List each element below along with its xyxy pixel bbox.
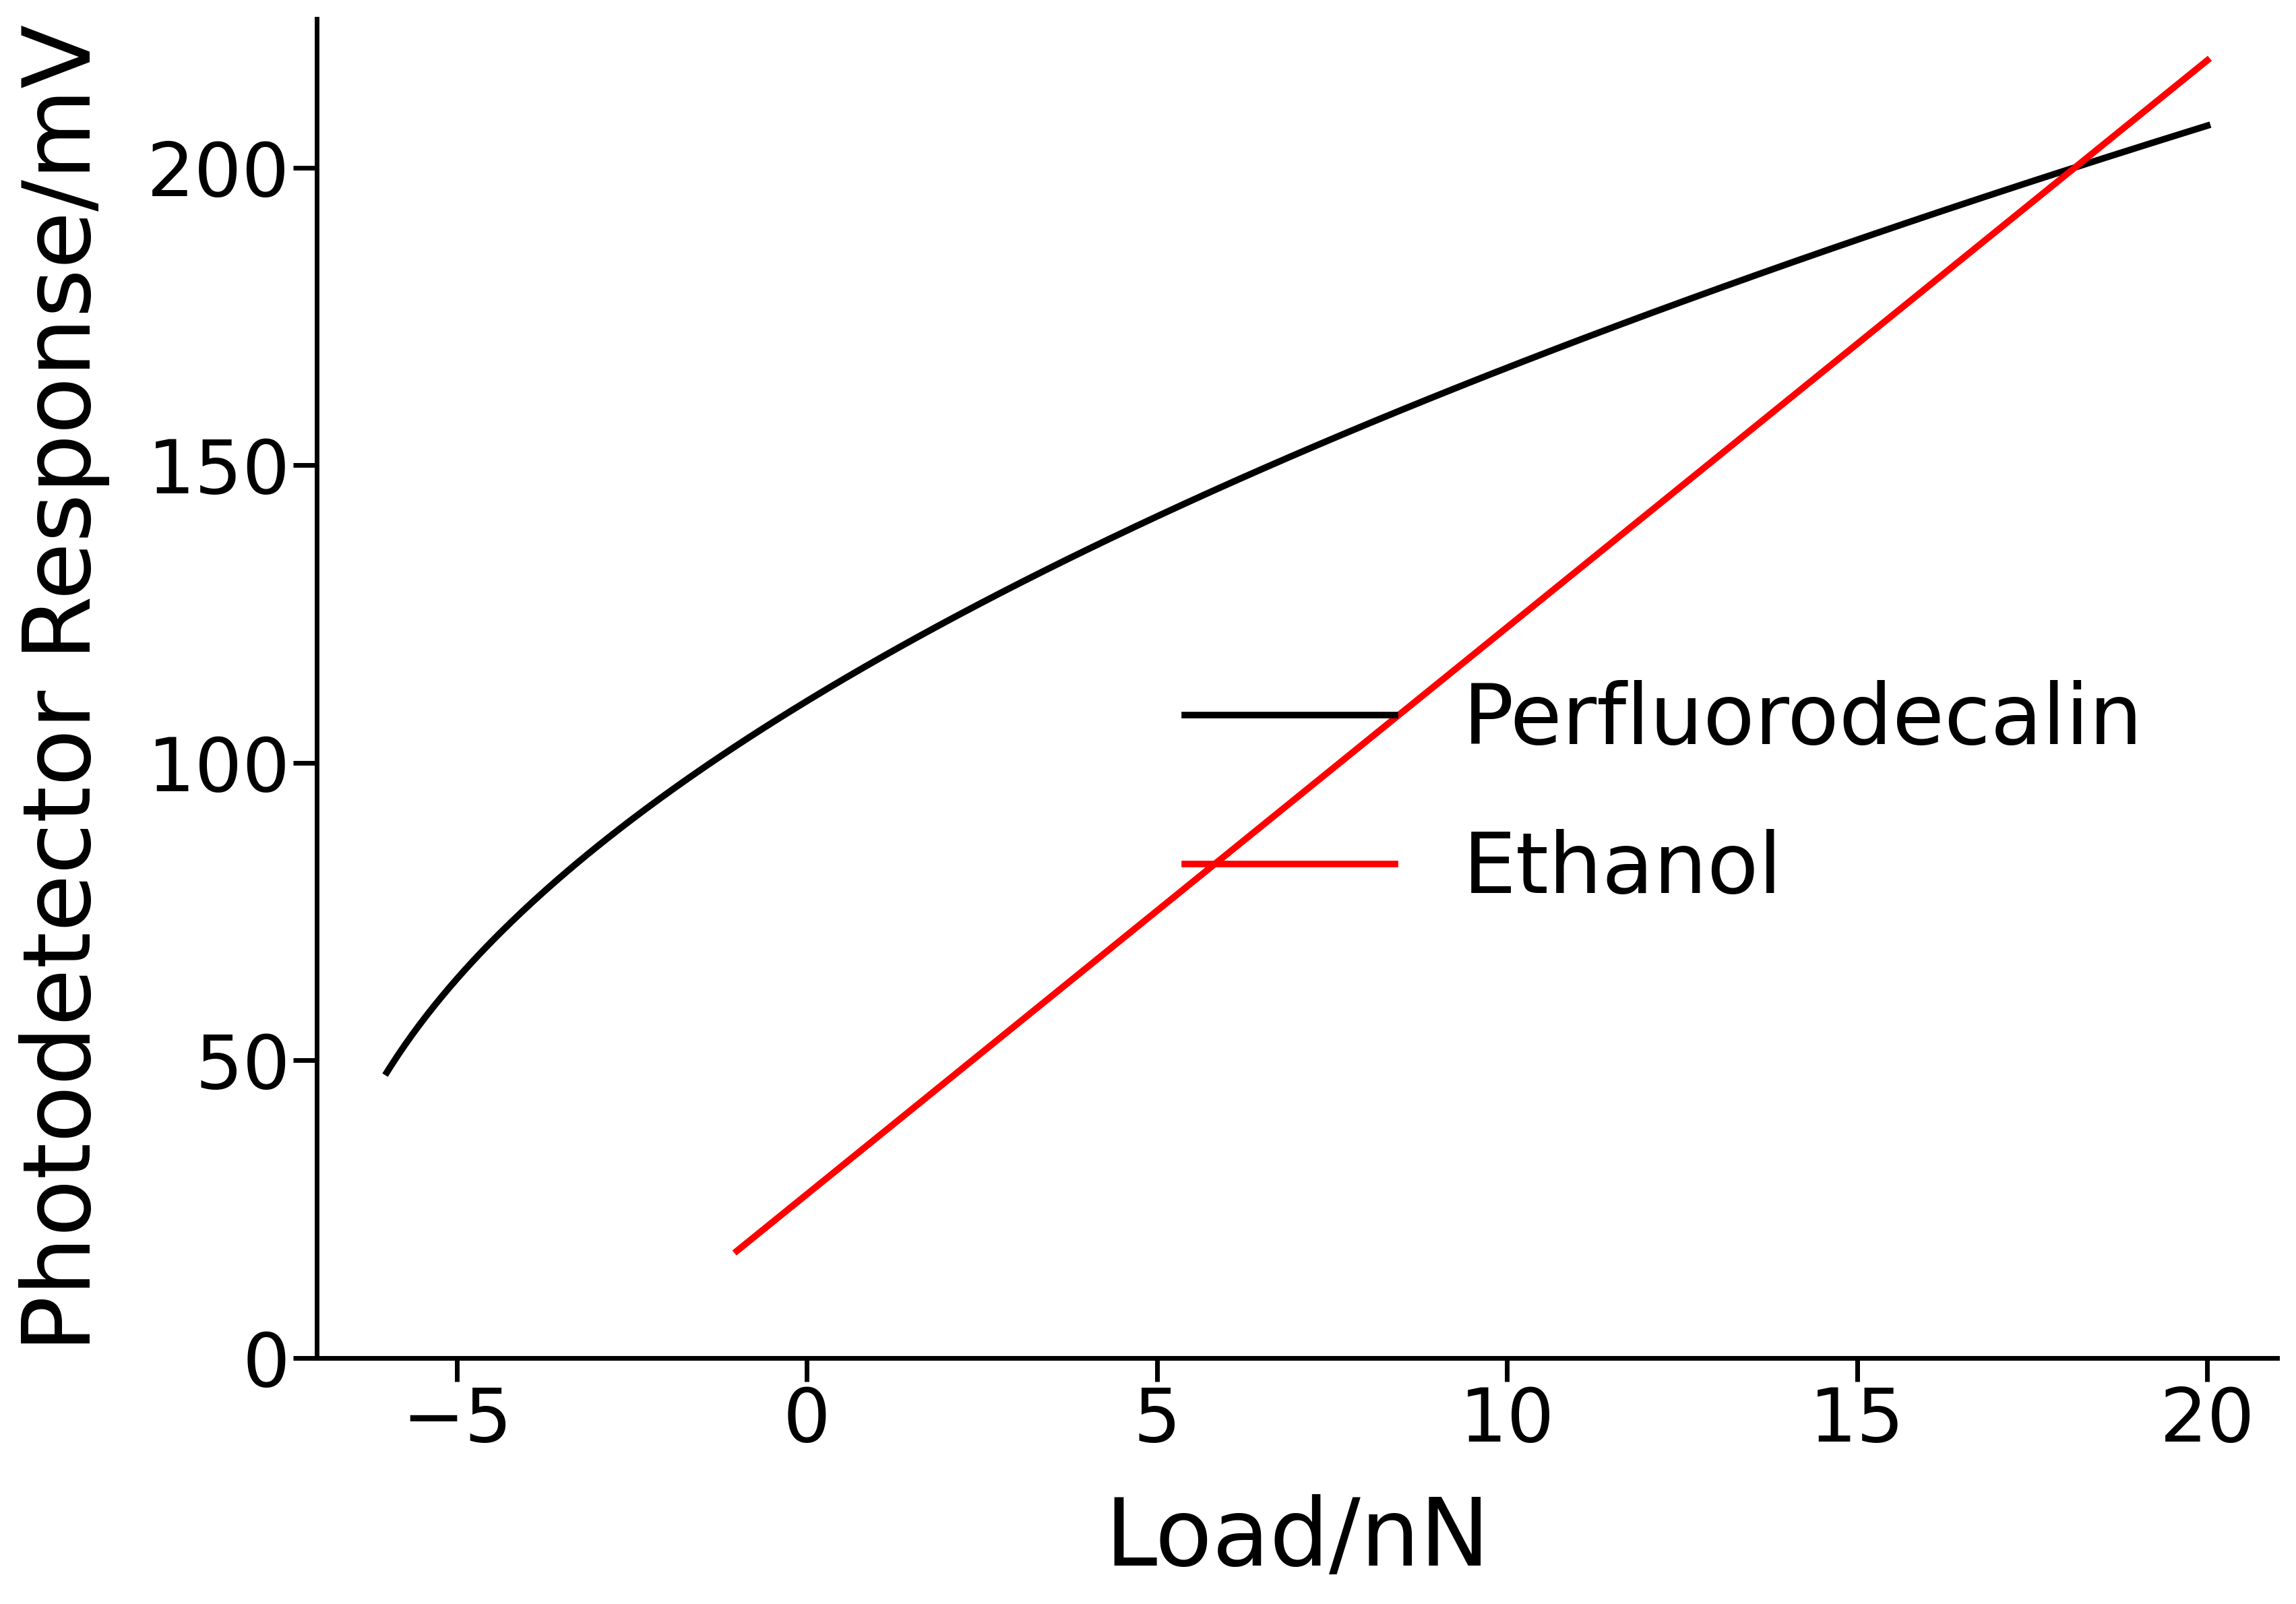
X-axis label: Load/nN: Load/nN [1104, 1495, 1490, 1585]
Ethanol [723, 1241, 751, 1261]
Ethanol [1006, 1012, 1033, 1031]
Ethanol [2076, 148, 2103, 167]
Perfluorodecalin [1249, 459, 1277, 478]
Perfluorodecalin [2149, 130, 2177, 149]
Perfluorodecalin [372, 1063, 400, 1083]
Perfluorodecalin [1456, 372, 1483, 391]
Ethanol [1481, 629, 1508, 648]
Ethanol [1600, 533, 1628, 552]
Line: Perfluorodecalin: Perfluorodecalin [386, 125, 2206, 1073]
Perfluorodecalin [2193, 115, 2220, 135]
Perfluorodecalin [1864, 223, 1892, 242]
Ethanol [2193, 51, 2220, 71]
Perfluorodecalin [1357, 412, 1384, 431]
Y-axis label: Photodetector Response/mV: Photodetector Response/mV [18, 24, 110, 1352]
Line: Ethanol: Ethanol [737, 61, 2206, 1251]
Ethanol [1065, 964, 1093, 983]
Ethanol [2119, 111, 2147, 130]
Perfluorodecalin [1238, 464, 1265, 483]
Legend: Perfluorodecalin, Ethanol: Perfluorodecalin, Ethanol [1150, 646, 2177, 945]
